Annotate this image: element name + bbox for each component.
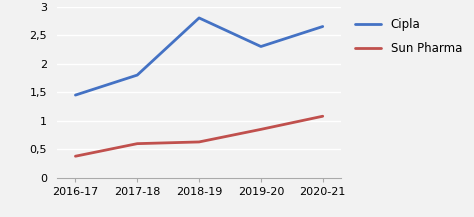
Sun Pharma xyxy=(258,128,264,131)
Cipla xyxy=(258,45,264,48)
Line: Cipla: Cipla xyxy=(75,18,323,95)
Legend: Cipla, Sun Pharma: Cipla, Sun Pharma xyxy=(353,16,465,57)
Sun Pharma xyxy=(196,141,202,143)
Cipla xyxy=(320,25,326,28)
Cipla xyxy=(196,17,202,19)
Sun Pharma xyxy=(135,142,140,145)
Sun Pharma xyxy=(73,155,78,158)
Cipla xyxy=(135,74,140,76)
Sun Pharma xyxy=(320,115,326,118)
Cipla xyxy=(73,94,78,96)
Line: Sun Pharma: Sun Pharma xyxy=(75,116,323,156)
